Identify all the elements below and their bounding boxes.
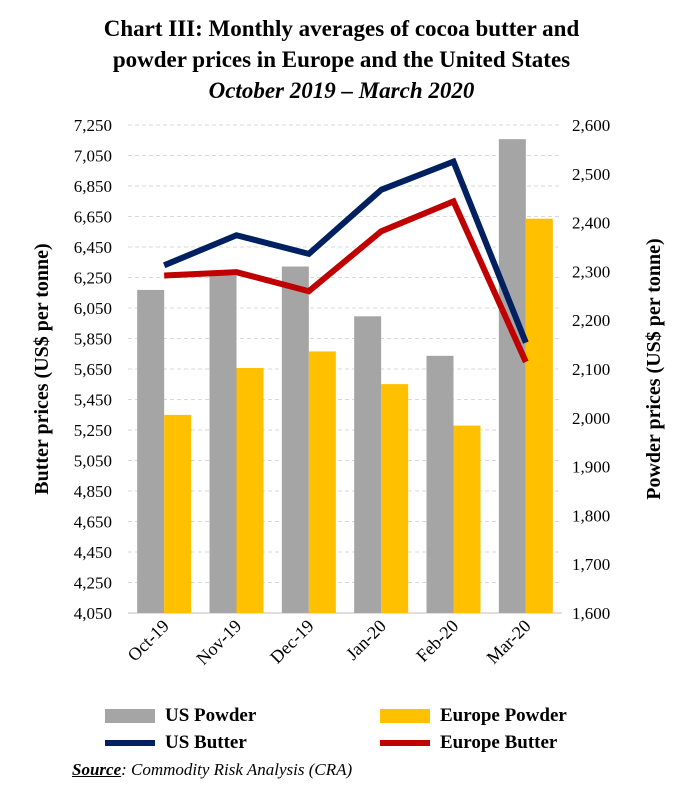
legend-europe-butter: Europe Butter [380, 732, 557, 754]
legend-label: US Powder [165, 705, 257, 726]
y-tick-label: 7,050 [74, 147, 112, 166]
y2-tick-label: 2,300 [572, 262, 610, 281]
bar-europe-powder [164, 414, 192, 613]
y2-tick-label: 1,900 [572, 458, 610, 477]
chart-title: Chart III: Monthly averages of cocoa but… [103, 16, 580, 41]
y2-axis-title: Powder prices (US$ per tonne) [643, 238, 665, 499]
legend-us-powder: US Powder [105, 705, 256, 727]
bar-europe-powder [381, 384, 409, 613]
y-tick-label: 6,250 [74, 269, 112, 288]
y-tick-label: 5,650 [74, 360, 112, 379]
y-axis-title: Butter prices (US$ per tonne) [31, 243, 53, 494]
bar-europe-powder [453, 425, 481, 613]
y2-tick-label: 2,500 [572, 165, 610, 184]
legend-us-butter: US Butter [105, 732, 247, 754]
x-tick-label: Feb-20 [412, 616, 462, 666]
bar-us-powder [426, 355, 454, 613]
bar-europe-powder [308, 351, 336, 613]
x-tick-label: Oct-19 [124, 616, 173, 665]
legend-swatch [105, 709, 155, 723]
y-tick-label: 6,850 [74, 177, 112, 196]
x-tick-label: Mar-20 [483, 616, 535, 668]
y2-tick-label: 1,600 [572, 604, 610, 623]
y2-tick-label: 2,100 [572, 360, 610, 379]
legend-europe-powder: Europe Powder [380, 705, 567, 727]
legend-swatch [380, 740, 430, 746]
y-tick-label: 5,450 [74, 391, 112, 410]
y-tick-label: 5,850 [74, 330, 112, 349]
y2-tick-label: 1,700 [572, 555, 610, 574]
y2-tick-label: 1,800 [572, 506, 610, 525]
y2-tick-label: 2,200 [572, 311, 610, 330]
y-tick-label: 4,850 [74, 482, 112, 501]
y-tick-label: 4,050 [74, 604, 112, 623]
bar-us-powder [209, 275, 237, 613]
chart-title-line2: powder prices in Europe and the United S… [112, 47, 571, 72]
y-tick-label: 4,650 [74, 513, 112, 532]
y-tick-label: 4,450 [74, 543, 112, 562]
bar-us-powder [498, 139, 526, 614]
bar-europe-powder [525, 218, 553, 614]
x-tick-label: Jan-20 [342, 616, 390, 664]
source-label: Source [72, 760, 122, 779]
x-tick-label: Nov-19 [192, 616, 245, 669]
y-tick-label: 5,250 [74, 421, 112, 440]
y-tick-label: 6,450 [74, 238, 112, 257]
y2-tick-label: 2,600 [572, 116, 610, 135]
bar-us-powder [354, 316, 382, 613]
bar-europe-powder [236, 368, 264, 613]
bar-us-powder [137, 289, 165, 613]
y-tick-label: 7,250 [74, 116, 112, 135]
y-tick-label: 5,050 [74, 452, 112, 471]
y-tick-label: 6,050 [74, 299, 112, 318]
line-europe-butter [164, 197, 529, 364]
line-us-butter [163, 157, 529, 344]
y2-tick-label: 2,400 [572, 214, 610, 233]
y-tick-label: 6,650 [74, 208, 112, 227]
source-text: : Commodity Risk Analysis (CRA) [121, 760, 353, 779]
source-note: Source: Commodity Risk Analysis (CRA) [72, 760, 352, 780]
y2-tick-label: 2,000 [572, 409, 610, 428]
legend-label: Europe Butter [440, 732, 558, 753]
legend-label: Europe Powder [440, 705, 567, 726]
legend-swatch [380, 709, 430, 723]
chart-subtitle: October 2019 – March 2020 [208, 78, 475, 103]
bar-us-powder [281, 266, 309, 613]
legend-label: US Butter [165, 732, 247, 753]
y-tick-label: 4,250 [74, 574, 112, 593]
x-tick-label: Dec-19 [266, 616, 318, 668]
legend-swatch [105, 740, 155, 746]
